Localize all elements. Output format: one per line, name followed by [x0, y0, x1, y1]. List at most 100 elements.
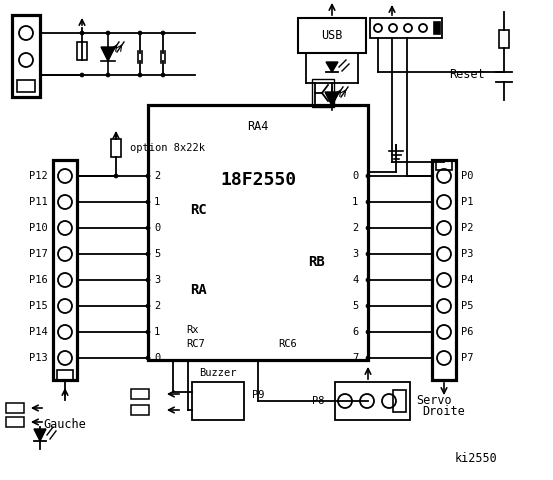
- Text: Rx: Rx: [186, 325, 199, 335]
- Bar: [53, 160, 77, 380]
- Bar: [434, 22, 440, 34]
- Text: Droite: Droite: [422, 405, 466, 418]
- Bar: [131, 389, 149, 399]
- Circle shape: [366, 278, 370, 282]
- Circle shape: [161, 31, 165, 35]
- Text: RB: RB: [308, 255, 325, 269]
- Text: P11: P11: [29, 197, 48, 207]
- Text: 7: 7: [352, 353, 358, 363]
- Text: 6: 6: [352, 327, 358, 337]
- Text: 4: 4: [352, 275, 358, 285]
- Text: 3: 3: [352, 249, 358, 259]
- Circle shape: [106, 31, 110, 35]
- Text: ki2550: ki2550: [455, 452, 498, 465]
- Text: Servo: Servo: [416, 395, 452, 408]
- Text: 3: 3: [154, 275, 160, 285]
- Circle shape: [146, 252, 150, 256]
- Text: 18F2550: 18F2550: [220, 171, 296, 189]
- Polygon shape: [326, 62, 338, 72]
- Text: P13: P13: [29, 353, 48, 363]
- Text: 5: 5: [154, 249, 160, 259]
- Text: Reset: Reset: [449, 68, 484, 81]
- Text: 0: 0: [154, 353, 160, 363]
- Circle shape: [146, 330, 150, 334]
- Circle shape: [146, 226, 150, 230]
- Circle shape: [138, 73, 142, 77]
- Bar: [499, 30, 509, 48]
- Bar: [12, 15, 40, 97]
- Circle shape: [366, 252, 370, 256]
- Text: 0: 0: [352, 171, 358, 181]
- Text: P3: P3: [461, 249, 473, 259]
- Text: 2: 2: [154, 171, 160, 181]
- Circle shape: [114, 174, 118, 178]
- Text: RA4: RA4: [247, 120, 269, 133]
- Text: P0: P0: [461, 171, 473, 181]
- Text: P8: P8: [312, 396, 325, 406]
- Text: P10: P10: [29, 223, 48, 233]
- Bar: [370, 18, 442, 38]
- Bar: [432, 160, 456, 380]
- Bar: [148, 105, 368, 360]
- Circle shape: [161, 73, 165, 77]
- Text: P6: P6: [461, 327, 473, 337]
- Bar: [6, 403, 24, 413]
- Bar: [436, 160, 452, 170]
- Circle shape: [146, 356, 150, 360]
- Circle shape: [146, 278, 150, 282]
- Bar: [312, 79, 334, 107]
- Circle shape: [366, 226, 370, 230]
- Circle shape: [146, 200, 150, 204]
- Bar: [17, 80, 35, 92]
- Bar: [393, 390, 406, 412]
- Text: P15: P15: [29, 301, 48, 311]
- Bar: [111, 139, 121, 157]
- Text: 0: 0: [154, 223, 160, 233]
- Bar: [6, 417, 24, 427]
- Bar: [57, 370, 73, 380]
- Bar: [192, 382, 244, 420]
- Circle shape: [80, 73, 84, 77]
- Polygon shape: [325, 92, 339, 106]
- Text: P5: P5: [461, 301, 473, 311]
- Text: RC7: RC7: [186, 339, 205, 349]
- Circle shape: [366, 200, 370, 204]
- Text: RC6: RC6: [278, 339, 297, 349]
- Circle shape: [138, 31, 142, 35]
- Polygon shape: [101, 47, 115, 61]
- Circle shape: [146, 304, 150, 308]
- Text: P7: P7: [461, 353, 473, 363]
- Text: P2: P2: [461, 223, 473, 233]
- Bar: [131, 405, 149, 415]
- Text: P16: P16: [29, 275, 48, 285]
- Bar: [298, 18, 366, 53]
- Circle shape: [146, 174, 150, 178]
- Text: Gauche: Gauche: [44, 418, 86, 431]
- Text: P17: P17: [29, 249, 48, 259]
- Bar: [335, 382, 410, 420]
- Bar: [77, 42, 87, 60]
- Circle shape: [106, 73, 110, 77]
- Text: Buzzer: Buzzer: [199, 368, 237, 378]
- Circle shape: [366, 304, 370, 308]
- Text: 2: 2: [154, 301, 160, 311]
- Text: 1: 1: [352, 197, 358, 207]
- Text: P4: P4: [461, 275, 473, 285]
- Text: P14: P14: [29, 327, 48, 337]
- Text: USB: USB: [321, 29, 343, 42]
- Circle shape: [80, 31, 84, 35]
- Text: P9: P9: [252, 390, 264, 400]
- Circle shape: [366, 330, 370, 334]
- Text: 1: 1: [154, 327, 160, 337]
- Polygon shape: [34, 429, 46, 441]
- Text: RA: RA: [190, 283, 207, 297]
- Text: option 8x22k: option 8x22k: [130, 143, 205, 153]
- Circle shape: [366, 356, 370, 360]
- Text: 2: 2: [352, 223, 358, 233]
- Text: P12: P12: [29, 171, 48, 181]
- Text: 1: 1: [154, 197, 160, 207]
- Text: P1: P1: [461, 197, 473, 207]
- Text: 5: 5: [352, 301, 358, 311]
- Circle shape: [366, 174, 370, 178]
- Text: RC: RC: [190, 203, 207, 217]
